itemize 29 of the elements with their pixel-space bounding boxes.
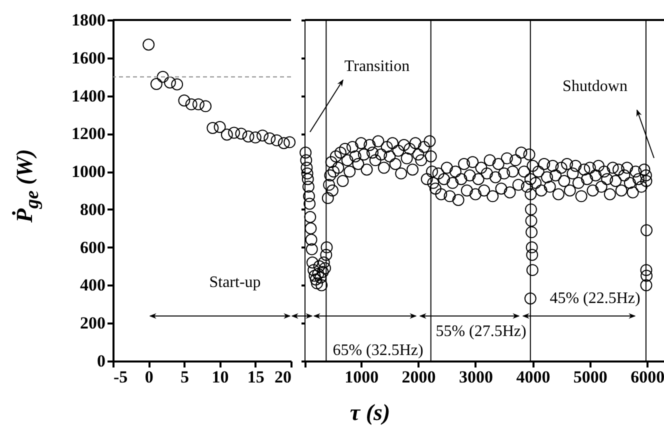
- y-tick-label: 400: [80, 276, 106, 295]
- x-tick-label: -5: [114, 368, 128, 386]
- x-tick-label: 0: [144, 368, 154, 386]
- x-tick-label: 10: [212, 368, 229, 386]
- x-tick-label: 15: [247, 368, 264, 386]
- annotation: Shutdown: [562, 78, 628, 95]
- y-tick-label: 0: [97, 352, 106, 370]
- y-tick-label: 1800: [72, 10, 106, 30]
- x-axis-title: τ (s): [348, 400, 392, 426]
- annotation: 65% (32.5Hz): [332, 342, 424, 359]
- x-tick-label: 2000: [402, 368, 436, 386]
- y-tick-label: 1600: [72, 48, 106, 68]
- y-tick-label: 200: [80, 314, 106, 333]
- y-tick-label: 600: [80, 238, 106, 257]
- annotation: Transition: [344, 58, 410, 75]
- x-tick-label: 5000: [573, 368, 608, 386]
- x-tick-label: 6000: [630, 368, 664, 386]
- x-tick-label: 1000: [344, 368, 379, 386]
- x-tick-label: 4000: [516, 368, 550, 386]
- y-tick-label: 1400: [72, 86, 106, 106]
- y-tick-label: 1000: [72, 162, 106, 182]
- annotation: 45% (22.5Hz): [550, 290, 640, 307]
- y-tick-label: 800: [80, 200, 106, 219]
- x-tick-label: 20: [274, 368, 292, 386]
- x-tick-label: 5: [180, 368, 189, 386]
- y-tick-label: 1200: [72, 124, 106, 144]
- annotation: Start-up: [209, 274, 261, 291]
- annotation: 55% (27.5Hz): [436, 323, 526, 340]
- x-tick-label: 3000: [458, 368, 493, 386]
